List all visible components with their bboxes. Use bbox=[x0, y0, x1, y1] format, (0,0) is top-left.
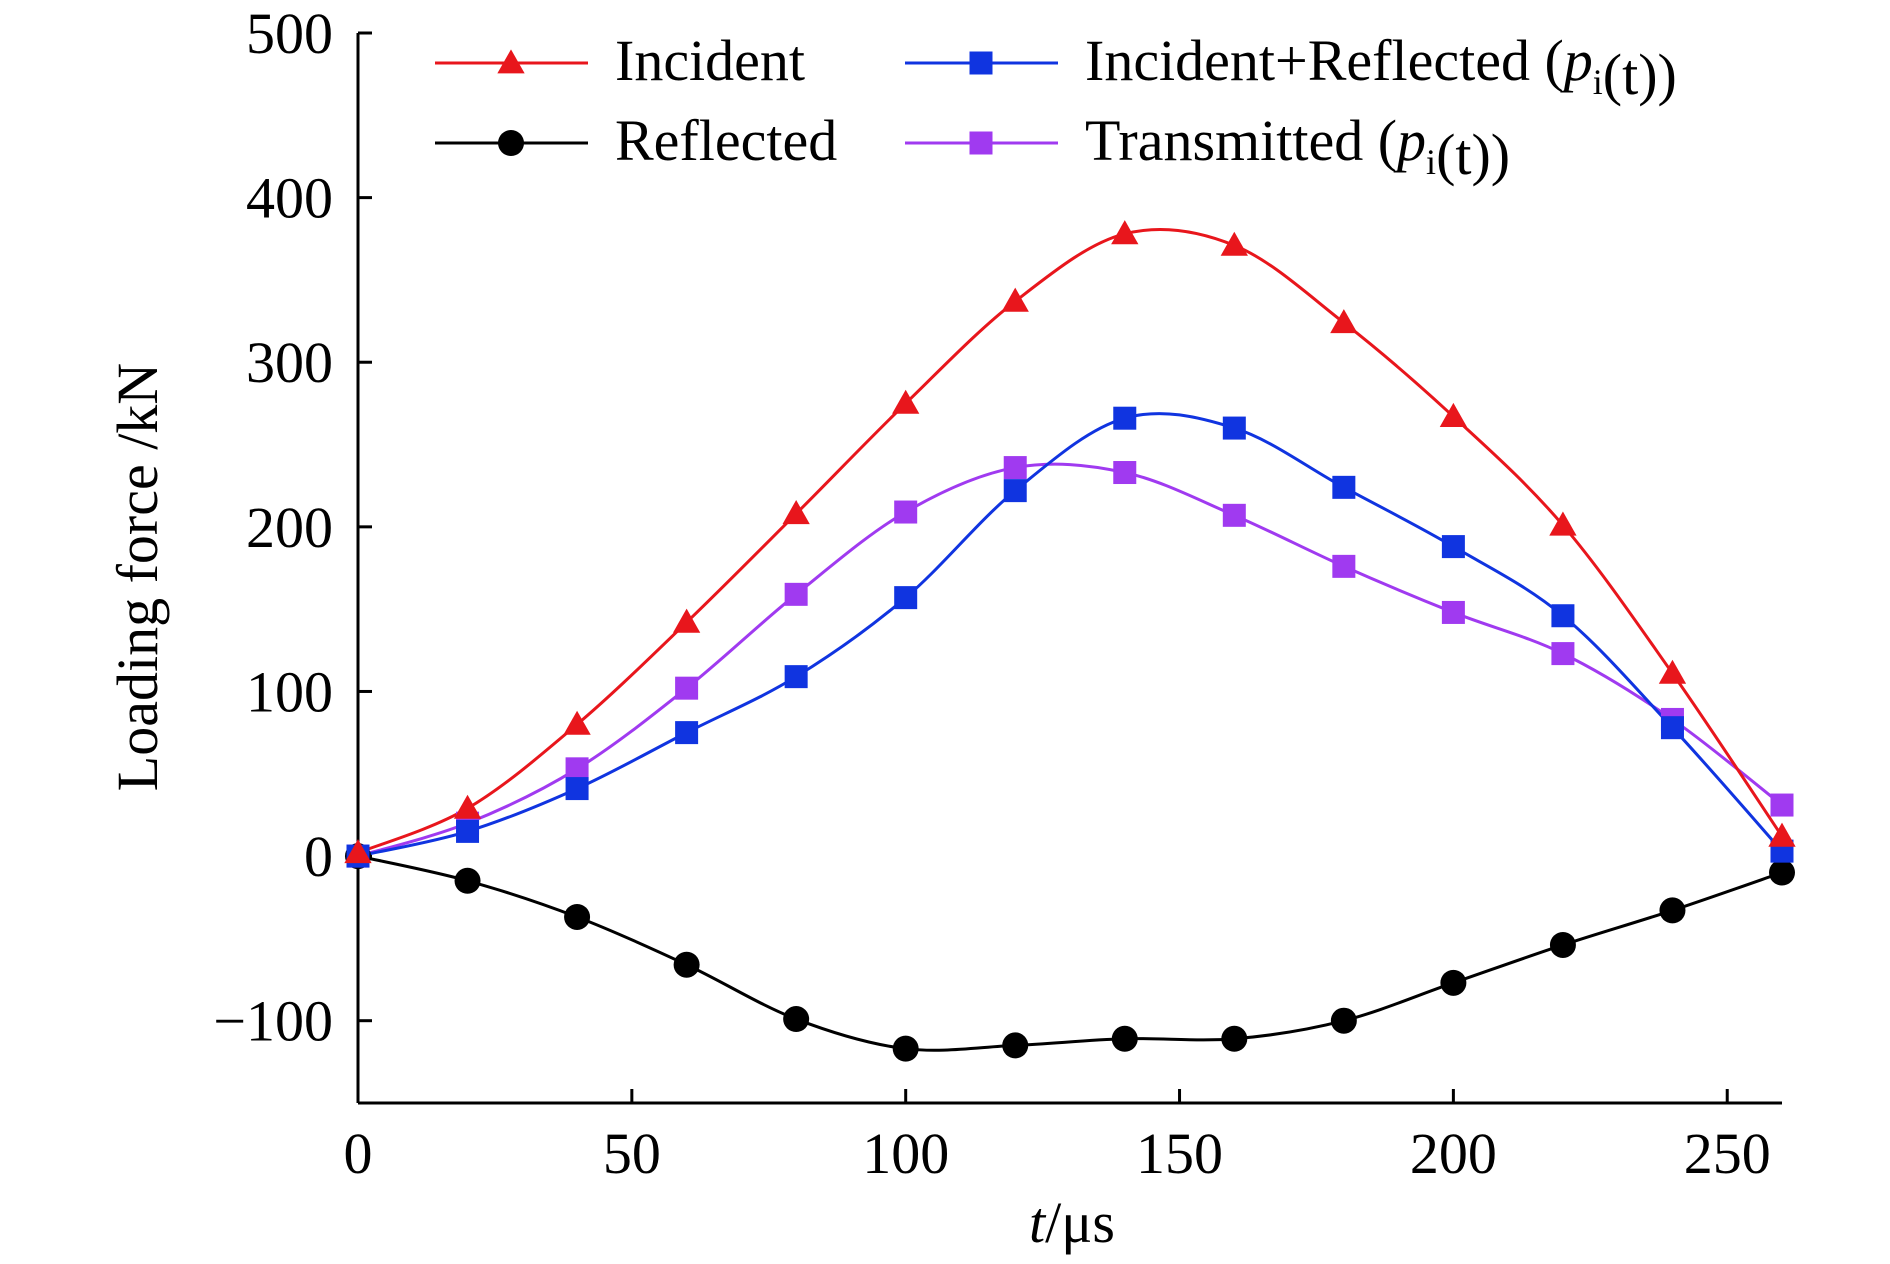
marker-transmitted-pi-t bbox=[1441, 600, 1465, 624]
series-markers bbox=[344, 220, 1796, 1062]
marker-incident-reflected-pi-t bbox=[1660, 716, 1684, 740]
legend-label-part: Incident+Reflected ( bbox=[1085, 28, 1564, 93]
legend-label-part: i bbox=[1593, 62, 1603, 102]
legend-marker-reflected bbox=[498, 130, 524, 156]
legend-item-transmitted-pi-t: Transmitted (pi(t)) bbox=[905, 108, 1510, 187]
marker-transmitted-pi-t bbox=[675, 676, 699, 700]
marker-incident-reflected-pi-t bbox=[1003, 479, 1027, 503]
marker-reflected bbox=[783, 1006, 810, 1033]
x-tick-label: 0 bbox=[344, 1121, 373, 1186]
marker-reflected bbox=[1111, 1025, 1138, 1052]
marker-incident-reflected-pi-t bbox=[784, 665, 808, 689]
y-tick-label: 400 bbox=[246, 166, 333, 231]
marker-incident-reflected-pi-t bbox=[1222, 416, 1246, 440]
marker-incident-reflected-pi-t bbox=[456, 819, 480, 843]
marker-incident bbox=[1330, 309, 1358, 334]
legend-label-transmitted-pi-t: Transmitted (pi(t)) bbox=[1085, 108, 1510, 187]
y-tick-label: −100 bbox=[213, 989, 333, 1054]
y-tick-label: 200 bbox=[246, 495, 333, 560]
marker-incident bbox=[453, 794, 482, 819]
marker-incident bbox=[1001, 287, 1029, 312]
x-tick-label: 250 bbox=[1684, 1121, 1771, 1186]
legend-label-part: p bbox=[1393, 108, 1426, 173]
marker-incident-reflected-pi-t bbox=[894, 586, 918, 610]
y-tick-label: 0 bbox=[304, 824, 333, 889]
marker-reflected bbox=[1769, 859, 1795, 886]
marker-incident bbox=[782, 500, 810, 525]
legend-item-reflected: Reflected bbox=[435, 108, 837, 173]
marker-transmitted-pi-t bbox=[1332, 554, 1356, 578]
marker-incident-reflected-pi-t bbox=[675, 721, 699, 745]
x-tick-label: 50 bbox=[603, 1121, 661, 1186]
marker-incident-reflected-pi-t bbox=[1551, 604, 1575, 628]
marker-reflected bbox=[564, 903, 591, 930]
marker-incident bbox=[892, 389, 920, 414]
marker-incident bbox=[1439, 402, 1468, 427]
marker-transmitted-pi-t bbox=[1770, 793, 1794, 817]
marker-incident bbox=[563, 710, 591, 735]
marker-incident bbox=[1768, 822, 1796, 847]
legend-label-reflected: Reflected bbox=[615, 108, 837, 173]
x-tick-label: 200 bbox=[1410, 1121, 1497, 1186]
x-axis-title: t/μs bbox=[1029, 1190, 1115, 1255]
marker-incident bbox=[344, 839, 372, 864]
legend-label-part: i bbox=[1426, 142, 1436, 182]
marker-incident bbox=[1111, 220, 1139, 245]
y-tick-label: 100 bbox=[246, 659, 333, 724]
marker-transmitted-pi-t bbox=[565, 757, 589, 781]
legend-label-part: (t)) bbox=[1436, 122, 1510, 187]
y-axis-title: Loading force /kN bbox=[105, 363, 170, 791]
x-axis-title-unit: /μs bbox=[1045, 1190, 1115, 1255]
marker-incident bbox=[1549, 511, 1577, 536]
marker-incident-reflected-pi-t bbox=[1113, 406, 1137, 430]
marker-reflected bbox=[1549, 931, 1576, 958]
marker-reflected bbox=[673, 951, 700, 978]
marker-incident bbox=[672, 608, 701, 633]
series-line-reflected bbox=[358, 854, 1782, 1052]
marker-reflected bbox=[1440, 969, 1467, 996]
marker-transmitted-pi-t bbox=[1222, 503, 1246, 527]
marker-incident bbox=[1658, 659, 1687, 684]
marker-incident-reflected-pi-t bbox=[1332, 475, 1356, 499]
legend-marker-incident bbox=[497, 49, 525, 74]
y-tick-label: 500 bbox=[246, 1, 333, 66]
marker-reflected bbox=[1330, 1007, 1357, 1034]
legend-label-part: (t)) bbox=[1603, 42, 1677, 107]
x-tick-label: 100 bbox=[862, 1121, 949, 1186]
marker-transmitted-pi-t bbox=[1113, 461, 1137, 485]
legend-item-incident: Incident bbox=[435, 28, 805, 93]
axes: 0 50 100 150 200 250 −100 0 100 200 300 400 500 bbox=[213, 1, 1782, 1186]
legend-label-part: p bbox=[1560, 28, 1593, 93]
legend-item-incident-reflected-pi-t: Incident+Reflected (pi(t)) bbox=[905, 28, 1677, 107]
legend-label-part: Reflected bbox=[615, 108, 837, 173]
legend-label-incident-reflected-pi-t: Incident+Reflected (pi(t)) bbox=[1085, 28, 1677, 107]
legend-label-incident: Incident bbox=[615, 28, 805, 93]
legend-label-part: Transmitted ( bbox=[1085, 108, 1397, 173]
marker-transmitted-pi-t bbox=[1003, 456, 1027, 480]
marker-incident-reflected-pi-t bbox=[1441, 535, 1465, 559]
marker-reflected bbox=[1221, 1025, 1248, 1052]
legend-marker-transmitted-pi-t bbox=[969, 131, 993, 155]
marker-reflected bbox=[454, 867, 481, 894]
marker-transmitted-pi-t bbox=[894, 500, 918, 524]
marker-incident bbox=[1220, 231, 1248, 256]
marker-transmitted-pi-t bbox=[1551, 642, 1575, 666]
marker-reflected bbox=[892, 1035, 919, 1062]
legend-label-part: Incident bbox=[615, 28, 805, 93]
x-tick-label: 150 bbox=[1136, 1121, 1223, 1186]
legend-marker-incident-reflected-pi-t bbox=[969, 51, 993, 75]
marker-reflected bbox=[1659, 897, 1686, 924]
x-axis-title-variable: t bbox=[1029, 1190, 1047, 1255]
y-tick-label: 300 bbox=[246, 330, 333, 395]
marker-reflected bbox=[1002, 1032, 1029, 1059]
marker-transmitted-pi-t bbox=[784, 582, 808, 606]
marker-incident-reflected-pi-t bbox=[565, 777, 589, 801]
